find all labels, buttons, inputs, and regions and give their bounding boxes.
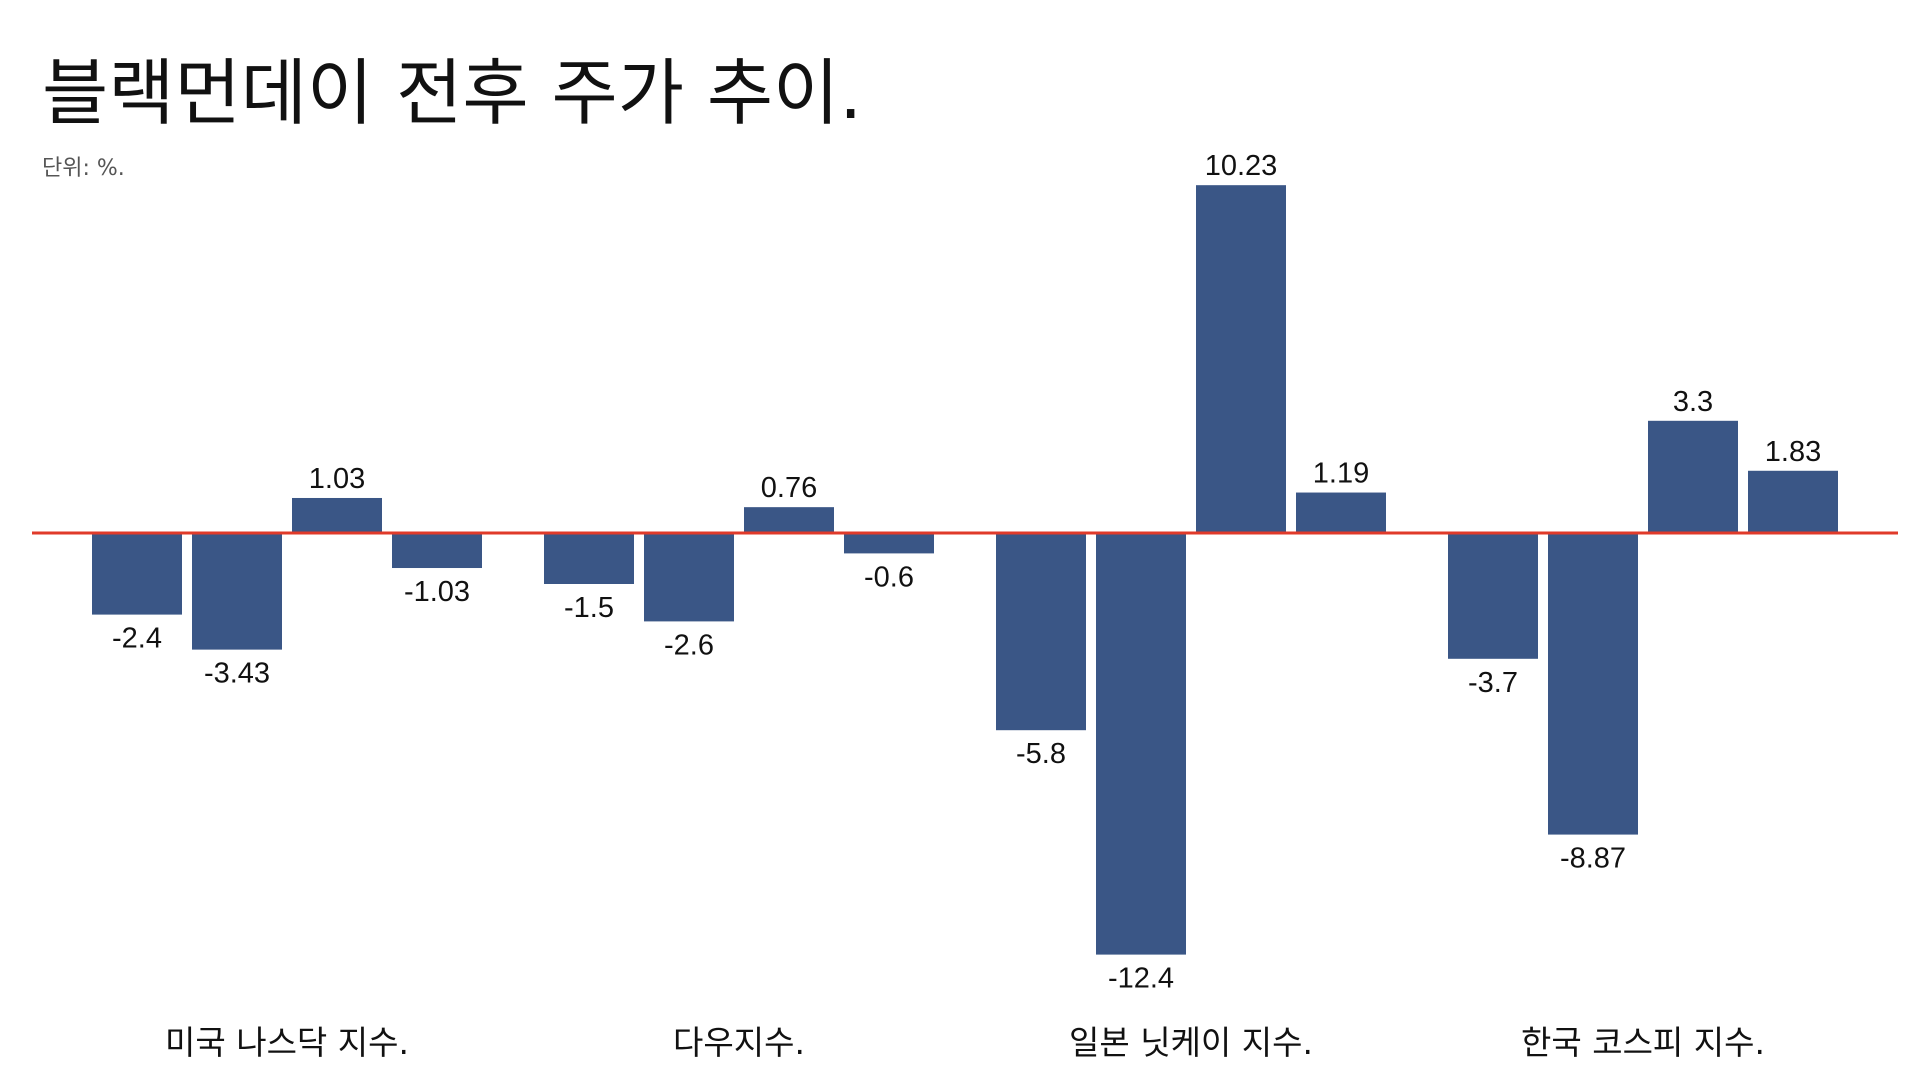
bar (644, 533, 734, 622)
bar-value-label: -3.43 (204, 658, 270, 690)
category-label: 일본 닛케이 지수. (1069, 1023, 1313, 1062)
bar-value-label: -8.87 (1560, 843, 1626, 875)
bar (1096, 533, 1186, 955)
bar (996, 533, 1086, 731)
bar (1296, 492, 1386, 533)
bar-value-label: -1.03 (404, 576, 470, 608)
bar-value-label: 1.19 (1313, 458, 1369, 490)
bars-layer (92, 185, 1838, 955)
bar (1196, 185, 1286, 533)
bar-value-label: -3.7 (1468, 667, 1518, 699)
bar-value-label: 1.83 (1765, 436, 1821, 468)
unit-label: 단위: %. (42, 156, 125, 181)
bar-value-label: -12.4 (1108, 963, 1174, 995)
category-label: 다우지수. (673, 1023, 805, 1062)
bar (292, 497, 382, 533)
bar-value-label: 3.3 (1673, 386, 1713, 418)
bar (1548, 533, 1638, 835)
bar (744, 507, 834, 533)
bar-value-label: -2.4 (112, 623, 162, 655)
bar (192, 533, 282, 650)
bar (1448, 533, 1538, 659)
bar (1648, 420, 1738, 533)
category-label: 미국 나스닥 지수. (165, 1023, 409, 1062)
bar-value-label: -0.6 (864, 561, 914, 593)
bar-value-label: -5.8 (1016, 738, 1066, 770)
bar-value-label: 10.23 (1205, 150, 1278, 182)
bar (392, 533, 482, 569)
bar-value-label: -1.5 (564, 592, 614, 624)
chart-title: 블랙먼데이 전후 주가 추이. (42, 51, 862, 135)
bar-value-label: 0.76 (761, 472, 817, 504)
bar (1748, 470, 1838, 533)
bar (544, 533, 634, 584)
value-labels-layer: -2.4 -3.43 1.03 -1.03 -1.5 -2.6 0.76 -0.6 -5.8 -1… (112, 150, 1821, 994)
bar (92, 533, 182, 615)
bar (844, 533, 934, 554)
bar-value-label: -2.6 (664, 629, 714, 661)
category-labels-layer: 미국 나스닥 지수. 다우지수. 일본 닛케이 지수. 한국 코스피 지수. (165, 1023, 1765, 1062)
bar-value-label: 1.03 (309, 463, 365, 495)
category-label: 한국 코스피 지수. (1521, 1023, 1765, 1062)
